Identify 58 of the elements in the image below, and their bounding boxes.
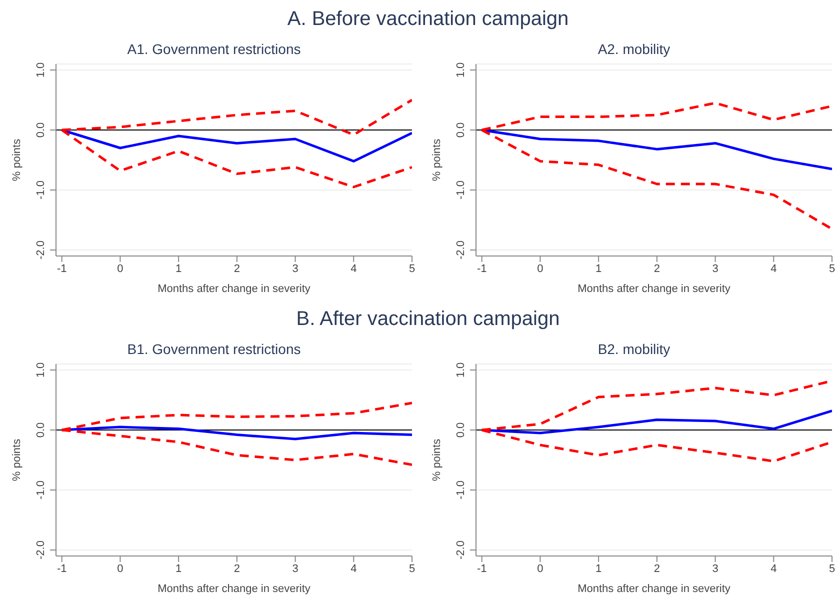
x-tick-label: 4 <box>770 562 777 575</box>
x-tick-label: 3 <box>712 262 718 275</box>
x-tick-label: 3 <box>712 562 718 575</box>
x-tick-label: 1 <box>175 562 182 575</box>
x-tick-label: 2 <box>234 562 240 575</box>
x-tick-label: 5 <box>408 262 416 275</box>
y-tick-label: 0.0 <box>35 122 47 138</box>
chart-title: B2. mobility <box>596 340 672 359</box>
x-axis-title: Months after change in severity <box>158 283 311 295</box>
chart-title: A2. mobility <box>596 40 672 59</box>
x-tick-label: 4 <box>350 262 357 275</box>
x-tick-label: 3 <box>292 562 298 575</box>
x-tick-label: 3 <box>292 262 298 275</box>
x-tick-label: -1 <box>56 262 67 275</box>
y-tick-label: -2.0 <box>455 540 467 560</box>
y-tick-label: -1.0 <box>455 480 467 500</box>
y-tick-label: 1.0 <box>35 362 47 378</box>
y-tick-label: -1.0 <box>35 180 47 200</box>
y-tick-label: -2.0 <box>35 540 47 560</box>
x-axis-title: Months after change in severity <box>158 583 311 595</box>
x-tick-label: 0 <box>117 262 124 275</box>
y-tick-label: 0.0 <box>455 422 467 438</box>
y-axis-title: % points <box>10 138 23 182</box>
x-tick-label: -1 <box>476 262 487 275</box>
y-tick-label: -1.0 <box>455 180 467 200</box>
x-tick-label: 1 <box>175 262 182 275</box>
y-tick-label: 1.0 <box>455 362 467 378</box>
x-tick-label: 1 <box>595 562 602 575</box>
y-tick-label: -1.0 <box>35 480 47 500</box>
y-axis-title: % points <box>430 138 443 182</box>
x-tick-label: 1 <box>595 262 602 275</box>
y-axis-title: % points <box>10 438 23 482</box>
x-tick-label: 2 <box>654 262 660 275</box>
x-tick-label: 2 <box>234 262 240 275</box>
y-tick-label: -2.0 <box>455 240 467 260</box>
x-tick-label: 5 <box>408 562 416 575</box>
chart-title: A1. Government restrictions <box>126 40 302 59</box>
chart-title: B1. Government restrictions <box>126 340 302 359</box>
x-tick-label: 4 <box>350 562 357 575</box>
x-tick-label: 5 <box>828 262 836 275</box>
y-tick-label: 0.0 <box>455 122 467 138</box>
x-tick-label: 0 <box>537 262 544 275</box>
x-tick-label: -1 <box>56 562 67 575</box>
text: A. Before vaccination campaign <box>286 8 570 31</box>
x-tick-label: 2 <box>654 562 660 575</box>
y-tick-label: 1.0 <box>35 62 47 78</box>
text: B. After vaccination campaign <box>295 308 561 331</box>
y-tick-label: -2.0 <box>35 240 47 260</box>
x-axis-title: Months after change in severity <box>578 283 731 295</box>
x-tick-label: 0 <box>117 562 124 575</box>
y-tick-label: 1.0 <box>455 62 467 78</box>
x-axis-title: Months after change in severity <box>578 583 731 595</box>
x-tick-label: -1 <box>476 562 487 575</box>
x-tick-label: 0 <box>537 562 544 575</box>
y-tick-label: 0.0 <box>35 422 47 438</box>
x-tick-label: 5 <box>828 562 836 575</box>
x-tick-label: 4 <box>770 262 777 275</box>
y-axis-title: % points <box>430 438 443 482</box>
